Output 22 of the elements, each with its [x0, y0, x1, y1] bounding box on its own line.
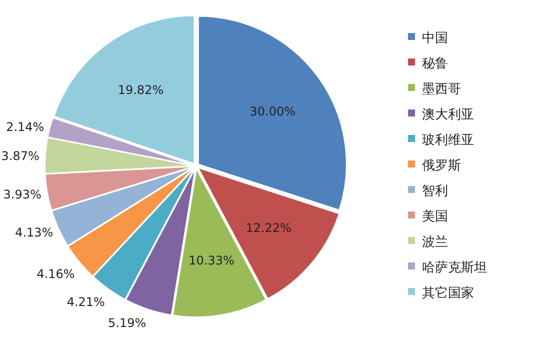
legend-label: 中国: [422, 31, 448, 46]
legend-label: 玻利维亚: [422, 133, 474, 148]
data-label: 3.93%: [3, 187, 42, 202]
legend-label: 波兰: [422, 235, 448, 250]
legend-label: 澳大利亚: [422, 108, 474, 122]
legend-label: 美国: [422, 208, 448, 224]
legend-label: 墨西哥: [422, 82, 461, 97]
data-label: 4.21%: [66, 294, 105, 309]
data-label: 5.19%: [108, 316, 146, 330]
legend-label: 其它国家: [422, 285, 474, 301]
legend-label: 俄罗斯: [422, 158, 461, 174]
data-label: 4.13%: [15, 225, 54, 240]
data-label: 19.82%: [118, 83, 164, 98]
data-label: 10.33%: [188, 253, 234, 268]
data-label: 2.14%: [6, 120, 44, 134]
data-label: 3.87%: [1, 149, 40, 164]
legend-label: 秘鲁: [422, 56, 448, 72]
data-label: 12.22%: [246, 220, 292, 235]
legend-label: 智利: [422, 184, 448, 199]
data-label: 4.16%: [36, 266, 75, 281]
legend-label: 哈萨克斯坦: [422, 260, 487, 276]
data-label: 30.00%: [250, 104, 296, 118]
